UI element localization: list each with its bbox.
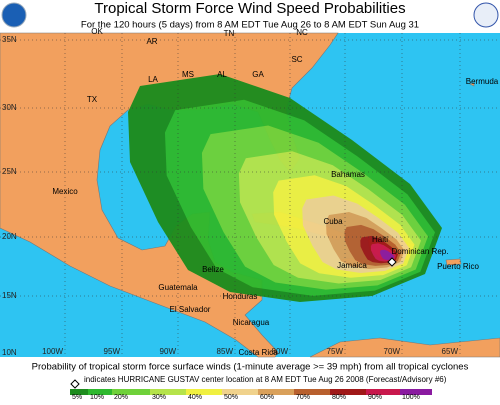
place-label: Bahamas (331, 170, 365, 179)
legend-label: 20% (114, 394, 128, 400)
legend-swatch (150, 389, 186, 395)
place-label: Haiti (372, 235, 388, 244)
lon-label: 95W (104, 347, 121, 356)
lat-label: 30N (2, 103, 17, 112)
labels: 35N 30N 25N 20N 15N 10N 100W 95W 90W 85W 80W 75W 70W… (2, 27, 499, 357)
legend-label: 90% (368, 394, 382, 400)
place-label: Bermuda (466, 77, 499, 86)
title: Tropical Storm Force Wind Speed Probabil… (94, 0, 405, 17)
marker-icon (70, 379, 80, 389)
legend-label: 50% (224, 394, 238, 400)
legend-label: 5% (72, 394, 82, 400)
place-label: Puerto Rico (437, 262, 479, 271)
legend-swatch (258, 389, 294, 395)
lon-label: 75W (327, 347, 344, 356)
noaa-logo (1, 2, 27, 28)
lat-label: 10N (2, 348, 17, 357)
swath-band (380, 249, 395, 260)
place-label: El Salvador (170, 305, 211, 314)
lon-label: 80W (272, 347, 289, 356)
subtitle: For the 120 hours (5 days) from 8 AM EDT… (81, 20, 419, 31)
legend-swatch (88, 389, 112, 395)
lon-label: 65W (442, 347, 459, 356)
legend-swatch (70, 389, 88, 395)
legend-label: 40% (188, 394, 202, 400)
legend-swatch (366, 389, 400, 395)
lat-label: 35N (2, 35, 17, 44)
lon-label: 100W (42, 347, 63, 356)
probability-swath (128, 74, 442, 302)
bermuda (469, 82, 475, 87)
lat-label: 25N (2, 167, 17, 176)
place-label: Dominican Rep. (392, 247, 449, 256)
legend-swatch (294, 389, 330, 395)
place-label: SC (291, 55, 302, 64)
place-label: Honduras (223, 292, 258, 301)
legend-swatch (222, 389, 258, 395)
place-label: MS (182, 70, 194, 79)
place-label: Guatemala (158, 283, 198, 292)
nws-logo (473, 2, 499, 28)
legend-label: 10% (90, 394, 104, 400)
legend-label: 70% (296, 394, 310, 400)
legend-label: 60% (260, 394, 274, 400)
legend-swatch (112, 389, 150, 395)
legend-label: 30% (152, 394, 166, 400)
storm-center (387, 257, 397, 267)
legend-label: 80% (332, 394, 346, 400)
place-label: Costa Rica (238, 348, 278, 357)
lon-label: 90W (160, 347, 177, 356)
lon-label: 70W (384, 347, 401, 356)
place-label: Belize (202, 265, 224, 274)
graticule (0, 33, 500, 357)
place-label: GA (252, 70, 264, 79)
lat-label: 15N (2, 291, 17, 300)
lat-label: 20N (2, 232, 17, 241)
marker-note: indicates HURRICANE GUSTAV center locati… (84, 375, 447, 384)
legend-swatch (330, 389, 366, 395)
place-label: Nicaragua (233, 318, 270, 327)
puerto-rico (445, 258, 462, 266)
place-label: AR (146, 37, 157, 46)
place-label: NC (296, 28, 308, 37)
south-america (309, 337, 500, 358)
place-label: TN (224, 29, 235, 38)
legend: 5% 10% 20% 30% 40% 50% 60% 70% 80% 90% 100% (70, 389, 432, 401)
legend-label: 100% (402, 394, 420, 400)
legend-swatch (400, 389, 432, 395)
place-label: AL (217, 70, 227, 79)
lon-label: 85W (217, 347, 234, 356)
place-label: Cuba (323, 217, 343, 226)
place-label: LA (148, 75, 158, 84)
legend-swatch (186, 389, 222, 395)
place-label: TX (87, 95, 98, 104)
place-label: Jamaica (337, 261, 367, 270)
description: Probability of tropical storm force surf… (32, 362, 469, 373)
place-label: Mexico (52, 187, 78, 196)
place-label: OK (91, 27, 103, 36)
